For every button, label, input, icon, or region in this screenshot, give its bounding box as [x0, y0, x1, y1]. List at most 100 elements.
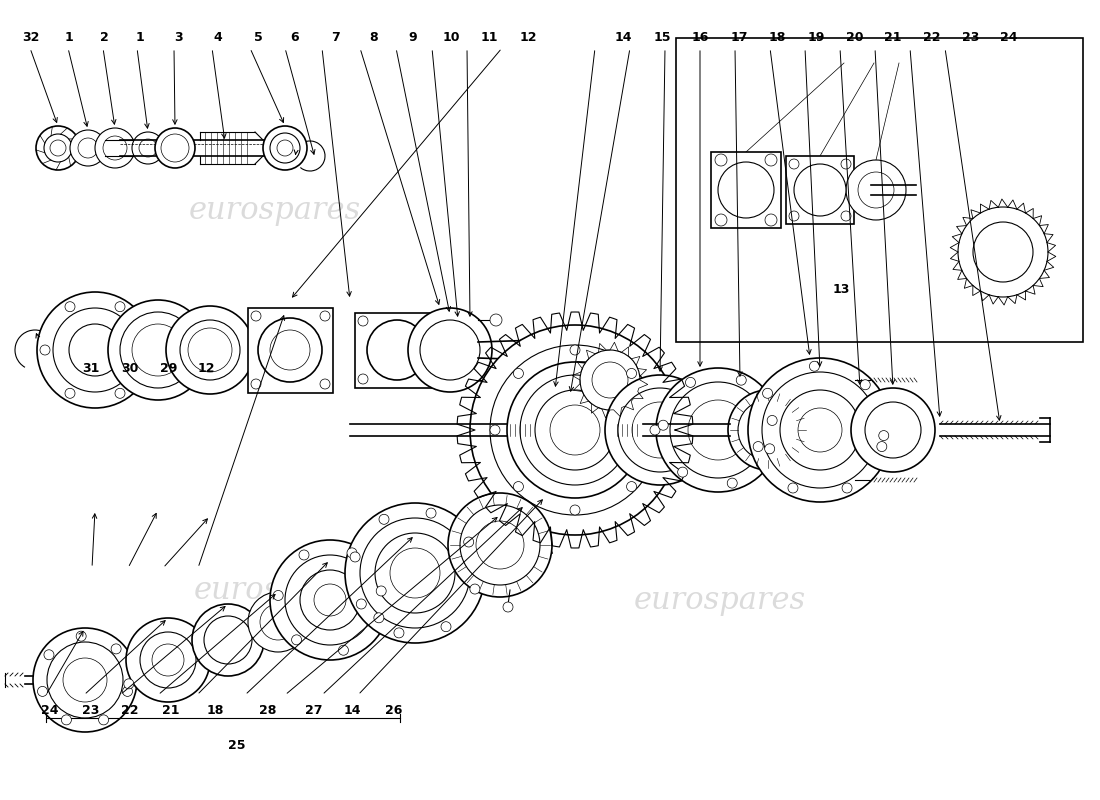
Circle shape [78, 138, 98, 158]
Circle shape [166, 306, 254, 394]
Circle shape [762, 388, 772, 398]
Circle shape [650, 425, 660, 435]
Circle shape [161, 134, 189, 162]
Circle shape [846, 160, 906, 220]
Circle shape [748, 358, 892, 502]
Circle shape [139, 139, 157, 157]
Text: 18: 18 [207, 704, 224, 717]
Circle shape [632, 402, 688, 458]
Circle shape [116, 388, 125, 398]
Circle shape [155, 128, 195, 168]
Circle shape [448, 493, 552, 597]
Circle shape [851, 388, 935, 472]
Circle shape [367, 320, 427, 380]
Text: 4: 4 [213, 31, 222, 44]
Text: 6: 6 [290, 31, 299, 44]
Circle shape [958, 207, 1048, 297]
Circle shape [514, 482, 524, 491]
Circle shape [767, 415, 778, 426]
Circle shape [592, 362, 628, 398]
Circle shape [314, 584, 346, 616]
Text: 28: 28 [258, 704, 276, 717]
Circle shape [273, 590, 283, 601]
Text: 19: 19 [807, 31, 825, 44]
Text: 31: 31 [82, 362, 100, 374]
Circle shape [116, 302, 125, 312]
Text: 1: 1 [135, 31, 144, 44]
Bar [711, 152, 781, 228]
Circle shape [180, 320, 240, 380]
Circle shape [103, 136, 127, 160]
Text: 24: 24 [1000, 31, 1018, 44]
Circle shape [132, 324, 184, 376]
Circle shape [108, 300, 208, 400]
Circle shape [627, 482, 637, 491]
Circle shape [798, 408, 842, 452]
Circle shape [124, 679, 134, 689]
Circle shape [764, 154, 777, 166]
Circle shape [715, 154, 727, 166]
Circle shape [358, 316, 368, 326]
Text: 27: 27 [305, 704, 322, 717]
Circle shape [605, 375, 715, 485]
Circle shape [356, 599, 366, 609]
Circle shape [132, 132, 164, 164]
Circle shape [520, 375, 630, 485]
Bar [248, 308, 333, 393]
Circle shape [65, 302, 75, 312]
Text: 12: 12 [519, 31, 537, 44]
Circle shape [95, 128, 135, 168]
Circle shape [37, 292, 153, 408]
Bar [786, 156, 854, 224]
Circle shape [441, 622, 451, 632]
Text: 25: 25 [228, 739, 245, 752]
Circle shape [69, 324, 121, 376]
Circle shape [550, 405, 600, 455]
Circle shape [260, 604, 296, 640]
Circle shape [728, 390, 808, 470]
Text: 21: 21 [884, 31, 902, 44]
Circle shape [263, 126, 307, 170]
Text: 1: 1 [65, 31, 74, 44]
Circle shape [789, 159, 799, 169]
Circle shape [570, 345, 580, 355]
Circle shape [350, 552, 360, 562]
Circle shape [460, 505, 540, 585]
Circle shape [788, 483, 798, 493]
Circle shape [126, 618, 210, 702]
Circle shape [47, 642, 123, 718]
Bar [355, 313, 440, 388]
Circle shape [656, 368, 780, 492]
Circle shape [40, 345, 49, 355]
Circle shape [738, 400, 798, 460]
Circle shape [810, 362, 820, 371]
Circle shape [258, 318, 322, 382]
Circle shape [503, 602, 513, 612]
Text: 9: 9 [408, 31, 417, 44]
Text: 23: 23 [81, 704, 99, 717]
Circle shape [789, 211, 799, 221]
Circle shape [842, 159, 851, 169]
Text: 11: 11 [481, 31, 498, 44]
Circle shape [248, 592, 308, 652]
Circle shape [76, 631, 86, 641]
Circle shape [270, 133, 300, 163]
Circle shape [320, 311, 330, 321]
Circle shape [974, 222, 1033, 282]
Circle shape [408, 308, 492, 392]
Text: eurospares: eurospares [634, 585, 806, 615]
Circle shape [285, 555, 375, 645]
Circle shape [877, 442, 887, 451]
Circle shape [780, 390, 860, 470]
Circle shape [44, 134, 72, 162]
Circle shape [658, 420, 668, 430]
Circle shape [754, 442, 763, 451]
Circle shape [490, 425, 500, 435]
Text: 20: 20 [846, 31, 864, 44]
Text: 2: 2 [100, 31, 109, 44]
Text: 17: 17 [730, 31, 748, 44]
Circle shape [99, 715, 109, 725]
Circle shape [764, 214, 777, 226]
Circle shape [36, 126, 80, 170]
Circle shape [427, 374, 437, 384]
